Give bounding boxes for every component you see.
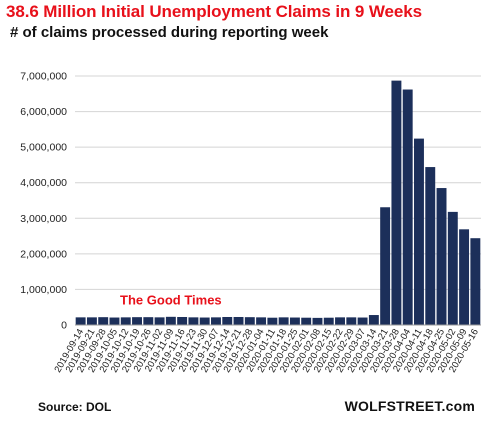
y-axis-tick-labels: 0 1,000,000 2,000,000 3,000,000 4,000,000 5,0… xyxy=(20,71,67,332)
y-tick-label: 2,000,000 xyxy=(20,248,67,260)
gridlines xyxy=(75,75,481,290)
bar xyxy=(335,317,345,325)
annotation-label: The Good Times xyxy=(120,293,222,308)
bar xyxy=(188,317,199,325)
bar xyxy=(211,317,221,325)
brand-label: WOLFSTREET.com xyxy=(344,398,475,414)
bar xyxy=(222,316,233,325)
bar xyxy=(323,317,334,325)
bar xyxy=(402,89,413,325)
y-tick-label: 5,000,000 xyxy=(20,142,67,154)
annotations: The Good Times xyxy=(120,293,222,308)
x-axis-tick-labels: 2019-09-142019-09-212019-09-282019-10-05… xyxy=(52,327,481,375)
bar xyxy=(414,138,424,325)
bar xyxy=(459,229,470,325)
bar xyxy=(425,167,436,325)
bar xyxy=(165,316,176,325)
bar xyxy=(368,315,379,325)
bar xyxy=(380,207,391,325)
y-tick-label: 3,000,000 xyxy=(20,213,67,225)
bar xyxy=(346,317,357,325)
y-tick-label: 6,000,000 xyxy=(20,106,67,118)
bar xyxy=(177,316,188,325)
bar xyxy=(470,238,481,325)
bar xyxy=(447,211,458,325)
chart-title: 38.6 Million Initial Unemployment Claims… xyxy=(6,2,422,21)
chart-subtitle: # of claims processed during reporting w… xyxy=(10,24,329,41)
bar xyxy=(120,317,131,325)
bar xyxy=(391,80,402,325)
y-tick-label: 1,000,000 xyxy=(20,284,67,296)
bar xyxy=(301,317,312,325)
y-tick-label: 0 xyxy=(61,320,67,332)
bar xyxy=(109,317,120,325)
bar xyxy=(244,317,255,325)
bar xyxy=(233,316,244,325)
bar xyxy=(143,317,154,325)
bar xyxy=(199,317,210,325)
bar xyxy=(256,317,267,325)
y-tick-label: 4,000,000 xyxy=(20,177,67,189)
bar xyxy=(154,317,165,325)
bar xyxy=(75,317,86,325)
bar xyxy=(436,188,447,325)
source-label: Source: DOL xyxy=(38,400,112,414)
bar xyxy=(357,317,368,325)
bar xyxy=(98,317,109,325)
bar xyxy=(312,317,323,325)
bar xyxy=(278,317,289,325)
bar xyxy=(289,317,300,325)
y-tick-label: 7,000,000 xyxy=(20,71,67,83)
bar xyxy=(267,317,278,325)
bar xyxy=(132,317,142,325)
bars xyxy=(75,80,481,325)
bar xyxy=(86,317,97,325)
